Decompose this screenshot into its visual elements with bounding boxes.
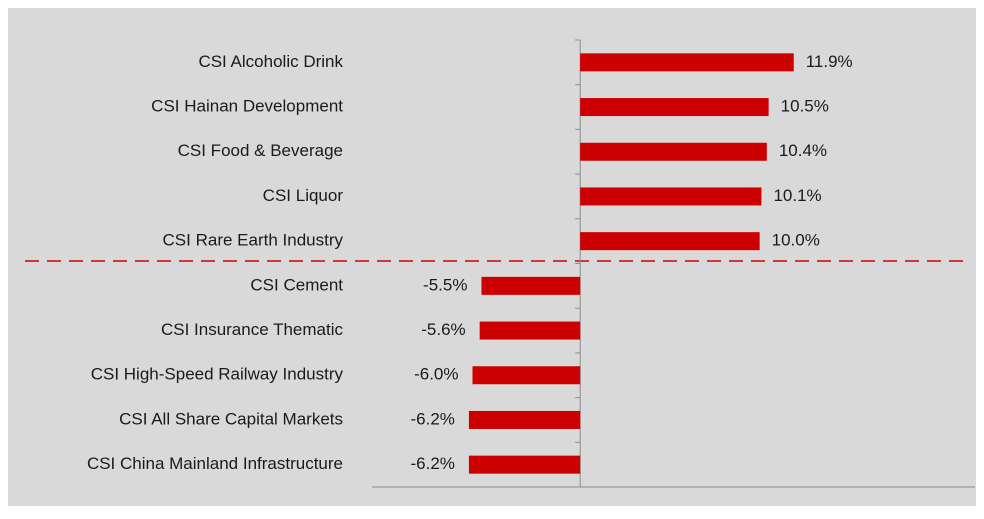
category-label: CSI Food & Beverage — [178, 141, 343, 160]
plot-background — [8, 8, 976, 506]
bar — [580, 232, 760, 251]
value-label: 10.5% — [781, 97, 829, 116]
bar — [580, 98, 769, 117]
bar — [479, 321, 581, 340]
category-label: CSI All Share Capital Markets — [119, 409, 343, 428]
category-label: CSI Rare Earth Industry — [163, 231, 344, 250]
value-label: -6.2% — [410, 409, 454, 428]
value-label: 11.9% — [806, 52, 853, 71]
bar — [468, 410, 581, 429]
value-label: -5.6% — [421, 320, 465, 339]
value-label: 10.0% — [772, 231, 820, 250]
value-label: -6.0% — [414, 365, 458, 384]
category-label: CSI Hainan Development — [151, 97, 343, 116]
value-label: 10.4% — [779, 141, 827, 160]
bar — [580, 187, 762, 206]
category-label: CSI Insurance Thematic — [161, 320, 344, 339]
value-label: -6.2% — [410, 454, 454, 473]
category-label: CSI China Mainland Infrastructure — [87, 454, 343, 473]
category-label: CSI High-Speed Railway Industry — [91, 365, 344, 384]
bar — [472, 366, 581, 385]
bar — [481, 276, 581, 295]
category-label: CSI Cement — [250, 275, 343, 294]
bar — [580, 53, 794, 72]
bar — [580, 142, 767, 161]
value-label: 10.1% — [773, 186, 821, 205]
value-label: -5.5% — [423, 275, 467, 294]
category-label: CSI Liquor — [263, 186, 344, 205]
category-label: CSI Alcoholic Drink — [198, 52, 343, 71]
bar — [468, 455, 581, 474]
